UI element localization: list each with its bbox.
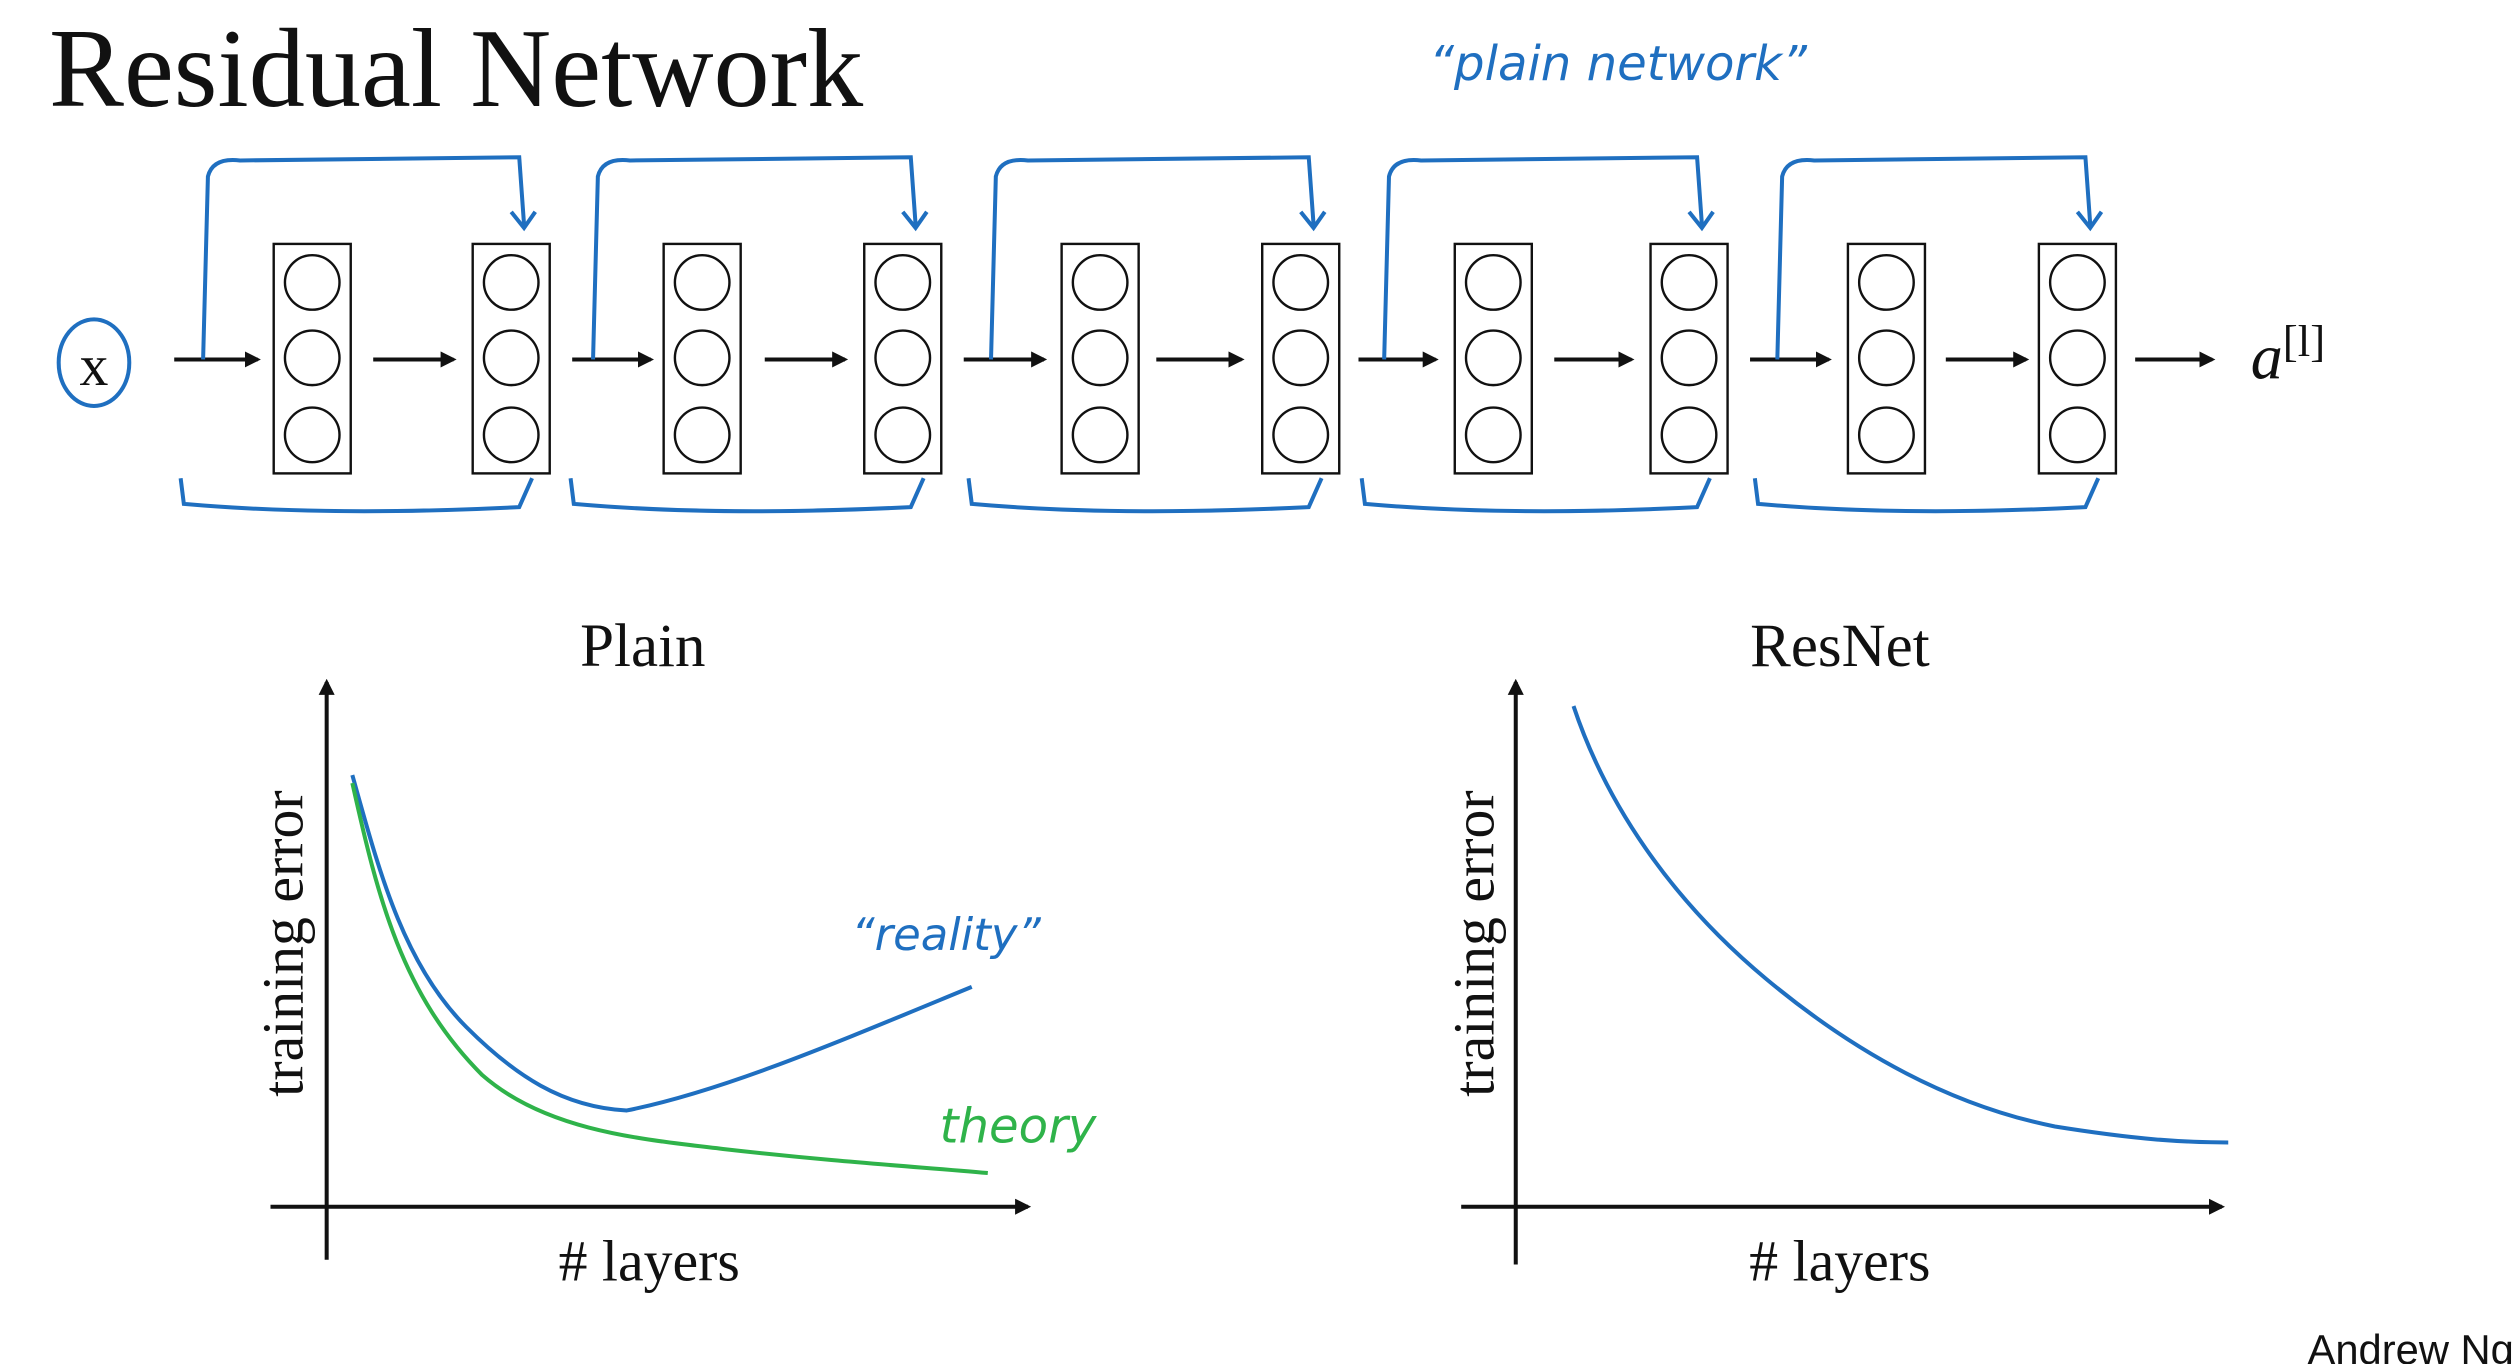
layer-box	[1060, 242, 1140, 475]
layer-box	[272, 242, 352, 475]
neuron	[1272, 329, 1330, 387]
theory-curve	[350, 782, 988, 1176]
plot-title: Plain	[580, 613, 705, 680]
x-axis-label: # layers	[559, 1231, 740, 1294]
neuron	[673, 406, 731, 464]
layer-box	[863, 242, 943, 475]
neuron	[2048, 253, 2106, 311]
layer-box	[1261, 242, 1341, 475]
block-bracket	[1359, 477, 1712, 514]
y-axis-label: training error	[253, 790, 316, 1096]
theory-annotation: theory	[940, 1099, 1098, 1155]
neuron	[874, 253, 932, 311]
skip-connection	[1382, 155, 1715, 360]
plain-plot: Plain training error # layers “reality” …	[253, 613, 1098, 1294]
neuron	[1071, 406, 1129, 464]
output-symbol: a	[2251, 322, 2283, 393]
neuron	[283, 253, 341, 311]
neuron	[1071, 329, 1129, 387]
layer-box	[1846, 242, 1927, 475]
block-bracket	[1752, 477, 2101, 514]
output-label: a[l]	[2251, 316, 2326, 392]
neuron	[874, 329, 932, 387]
neuron	[673, 253, 731, 311]
neuron	[482, 329, 540, 387]
block-bracket	[178, 477, 534, 514]
neuron	[1464, 329, 1522, 387]
footer: Andrew Ng	[2308, 1326, 2514, 1364]
neuron	[1660, 329, 1718, 387]
neuron	[1071, 253, 1129, 311]
output-superscript: [l]	[2283, 316, 2325, 366]
neuron	[1857, 253, 1915, 311]
input-label: x	[80, 335, 109, 398]
layer-box	[662, 242, 742, 475]
layer-box	[1453, 242, 1534, 475]
block-bracket	[568, 477, 926, 514]
x-axis-label: # layers	[1749, 1231, 1930, 1294]
neuron	[1857, 406, 1915, 464]
skip-connection	[201, 155, 537, 360]
resnet-curve	[1571, 705, 2229, 1145]
neuron	[673, 329, 731, 387]
neuron	[2048, 329, 2106, 387]
neuron	[874, 406, 932, 464]
neuron	[1464, 406, 1522, 464]
layer-box	[2037, 242, 2118, 475]
neuron	[283, 329, 341, 387]
neuron	[1272, 253, 1330, 311]
network-diagram: x a[l]	[56, 155, 2326, 514]
layer-box	[1649, 242, 1729, 475]
skip-connection	[989, 155, 1327, 360]
neuron	[2048, 406, 2106, 464]
layer-box	[471, 242, 551, 475]
network-annotation: “plain network”	[1429, 36, 1808, 92]
neuron	[1660, 253, 1718, 311]
neuron	[1857, 329, 1915, 387]
skip-connection	[1775, 155, 2104, 360]
plot-title: ResNet	[1750, 613, 1930, 680]
input-circle	[56, 317, 132, 408]
neuron	[482, 406, 540, 464]
skip-connection	[591, 155, 929, 360]
reality-curve	[350, 774, 973, 1113]
reality-annotation: “reality”	[851, 908, 1041, 961]
block-bracket	[966, 477, 1324, 514]
neuron	[1660, 406, 1718, 464]
slide-title: Residual Network	[49, 7, 864, 131]
resnet-plot: ResNet training error # layers	[1443, 613, 2229, 1294]
neuron	[1272, 406, 1330, 464]
neuron	[482, 253, 540, 311]
neuron	[283, 406, 341, 464]
y-axis-label: training error	[1443, 790, 1506, 1096]
neuron	[1464, 253, 1522, 311]
